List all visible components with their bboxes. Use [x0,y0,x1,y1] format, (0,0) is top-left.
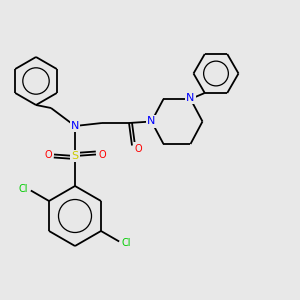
Text: N: N [186,92,195,103]
Text: Cl: Cl [19,184,28,194]
Text: S: S [71,151,79,161]
Text: Cl: Cl [122,238,131,248]
Text: O: O [98,149,106,160]
Text: N: N [71,121,79,131]
Text: O: O [134,143,142,154]
Text: O: O [44,149,52,160]
Text: N: N [147,116,156,127]
